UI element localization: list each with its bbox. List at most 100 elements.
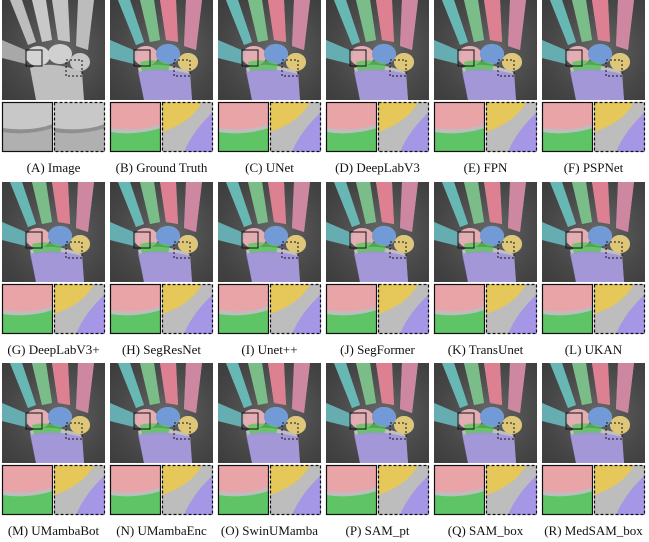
inset-frame-dashed	[269, 464, 322, 516]
zoom-box-dashed	[65, 59, 83, 77]
inset-frame	[541, 101, 594, 153]
inset-frame	[217, 283, 270, 335]
zoom-box-dashed	[605, 241, 623, 259]
zoom-inset	[110, 465, 161, 515]
zoom-inset	[162, 284, 213, 334]
zoom-inset	[2, 102, 53, 152]
zoom-box-dashed	[389, 422, 407, 440]
inset-frame	[109, 283, 162, 335]
inset-frame-dashed	[377, 101, 430, 153]
zoom-box	[241, 412, 259, 430]
panel-caption: (L) UKAN	[565, 342, 623, 357]
inset-frame	[541, 464, 594, 516]
zoom-inset	[594, 102, 645, 152]
zoom-box-dashed	[389, 59, 407, 77]
panel-caption: (G) DeepLabV3+	[7, 342, 99, 357]
zoom-inset	[218, 102, 269, 152]
panel-caption: (A) Image	[27, 160, 81, 175]
zoom-inset	[218, 284, 269, 334]
zoom-inset	[434, 465, 485, 515]
inset-frame-dashed	[485, 464, 538, 516]
zoom-inset	[594, 284, 645, 334]
inset-frame	[541, 283, 594, 335]
zoom-box	[133, 412, 151, 430]
zoom-inset	[486, 102, 537, 152]
inset-frame-dashed	[377, 283, 430, 335]
zoom-box	[25, 49, 43, 67]
panel-caption: (R) MedSAM_box	[544, 523, 643, 538]
panel-caption: (H) SegResNet	[122, 342, 201, 357]
zoom-inset	[542, 465, 593, 515]
zoom-inset	[486, 284, 537, 334]
zoom-inset	[326, 465, 377, 515]
panel-caption: (F) PSPNet	[564, 160, 624, 175]
zoom-box	[241, 49, 259, 67]
zoom-box	[133, 49, 151, 67]
zoom-box	[565, 412, 583, 430]
zoom-box	[25, 231, 43, 249]
zoom-box	[457, 412, 475, 430]
zoom-inset	[270, 465, 321, 515]
inset-frame	[325, 283, 378, 335]
inset-frame	[433, 464, 486, 516]
inset-frame-dashed	[377, 464, 430, 516]
zoom-box	[565, 49, 583, 67]
panel-caption: (M) UMambaBot	[8, 523, 100, 538]
panel-caption: (Q) SAM_box	[448, 523, 524, 538]
zoom-box	[25, 412, 43, 430]
zoom-box-dashed	[605, 422, 623, 440]
zoom-inset	[54, 465, 105, 515]
zoom-box	[349, 231, 367, 249]
panel-caption: (J) SegFormer	[340, 342, 415, 357]
inset-frame	[1, 464, 54, 516]
zoom-box-dashed	[281, 241, 299, 259]
zoom-box-dashed	[281, 422, 299, 440]
inset-frame	[433, 283, 486, 335]
zoom-box-dashed	[497, 422, 515, 440]
zoom-box	[565, 231, 583, 249]
zoom-box	[349, 49, 367, 67]
zoom-inset	[594, 465, 645, 515]
zoom-inset	[542, 102, 593, 152]
zoom-inset	[54, 284, 105, 334]
zoom-box-dashed	[497, 241, 515, 259]
zoom-box-dashed	[173, 241, 191, 259]
panel-caption: (D) DeepLabV3	[335, 160, 420, 175]
zoom-box	[457, 231, 475, 249]
panel-caption: (I) Unet++	[241, 342, 297, 357]
inset-frame-dashed	[53, 283, 106, 335]
panel-caption: (K) TransUnet	[448, 342, 524, 357]
panel-caption: (B) Ground Truth	[116, 160, 208, 175]
inset-frame	[325, 464, 378, 516]
zoom-box	[133, 231, 151, 249]
panel-caption: (P) SAM_pt	[346, 523, 410, 538]
zoom-box-dashed	[173, 422, 191, 440]
inset-frame-dashed	[161, 464, 214, 516]
inset-frame-dashed	[593, 464, 646, 516]
zoom-inset	[378, 465, 429, 515]
xray-image	[2, 0, 105, 100]
zoom-inset	[54, 102, 105, 152]
zoom-inset	[378, 102, 429, 152]
inset-frame-dashed	[269, 101, 322, 153]
zoom-box-dashed	[173, 59, 191, 77]
zoom-inset	[542, 284, 593, 334]
zoom-box-dashed	[389, 241, 407, 259]
inset-frame-dashed	[593, 283, 646, 335]
zoom-inset	[110, 284, 161, 334]
zoom-inset	[162, 465, 213, 515]
panel-caption: (E) FPN	[464, 160, 508, 175]
zoom-inset	[270, 284, 321, 334]
zoom-inset	[270, 102, 321, 152]
inset-frame	[109, 464, 162, 516]
inset-frame-dashed	[161, 283, 214, 335]
zoom-inset	[2, 465, 53, 515]
inset-frame	[1, 283, 54, 335]
zoom-inset	[2, 284, 53, 334]
zoom-inset	[326, 284, 377, 334]
zoom-box-dashed	[65, 241, 83, 259]
zoom-inset	[434, 102, 485, 152]
inset-frame	[433, 101, 486, 153]
zoom-inset	[162, 102, 213, 152]
